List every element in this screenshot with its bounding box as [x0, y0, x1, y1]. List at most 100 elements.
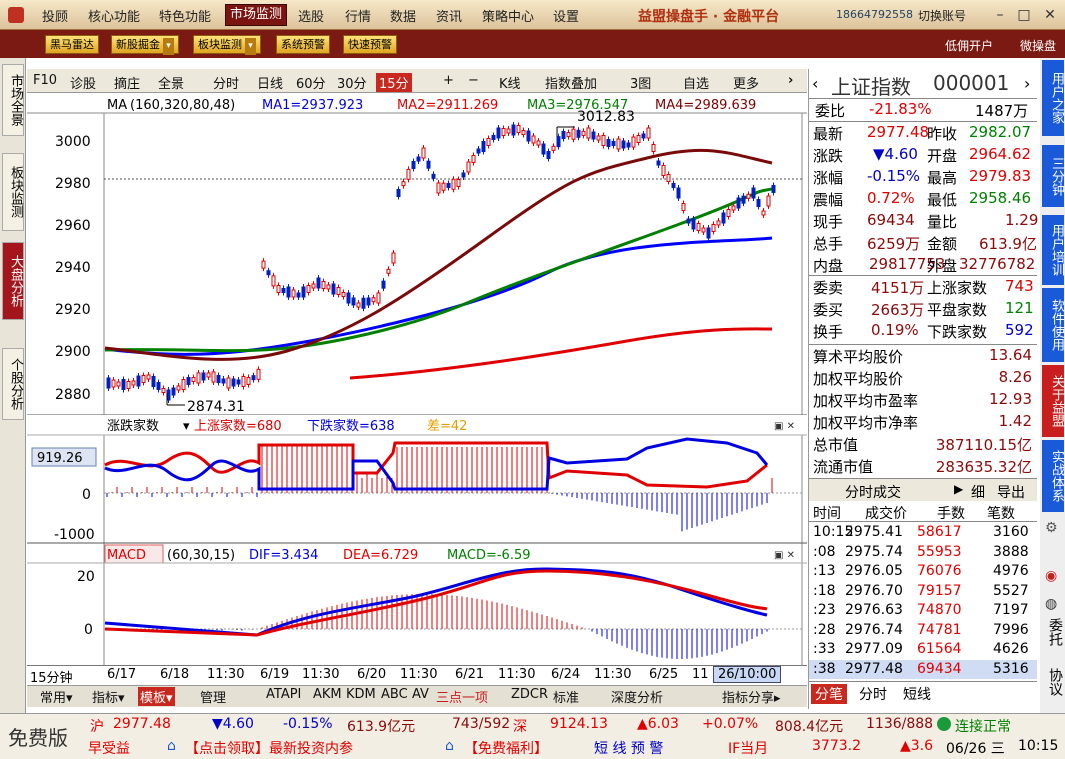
panel-controls-icon[interactable]: ▣ ✕: [774, 550, 795, 561]
tab-common[interactable]: 常用▾: [40, 691, 73, 706]
ticker-text-1[interactable]: 早受益: [88, 741, 130, 757]
minimize-icon[interactable]: –: [996, 7, 1004, 23]
menu-data[interactable]: 数据: [390, 10, 417, 25]
tab-abc[interactable]: ABC: [381, 687, 408, 702]
maximize-icon[interactable]: □: [1017, 7, 1031, 23]
candle-body: [751, 187, 756, 199]
quote-value: 592: [1005, 321, 1034, 339]
order-tab[interactable]: 委托: [1047, 618, 1063, 646]
menu-settings[interactable]: 设置: [553, 10, 580, 25]
protocol-tab[interactable]: 协议: [1047, 668, 1063, 696]
15min-button[interactable]: 15分: [376, 73, 412, 92]
kline-ytick: 2940: [55, 260, 91, 276]
f10-button[interactable]: F10: [33, 73, 58, 88]
tab-template[interactable]: 模板▾: [138, 687, 175, 706]
tab-ticks[interactable]: 分笔: [811, 684, 847, 704]
three-chart-button[interactable]: 3图: [630, 77, 652, 92]
sh-index[interactable]: 2977.48: [113, 716, 171, 732]
next-stock-icon[interactable]: ›: [1024, 74, 1031, 93]
quote-value: 2663万: [871, 301, 925, 319]
tab-indicators[interactable]: 指标▾: [92, 691, 125, 706]
ticker-text-3[interactable]: 【免费福利】: [464, 741, 548, 757]
black-horse-radar-button[interactable]: 黑马雷达: [45, 35, 99, 54]
low-commission-link[interactable]: 低佣开户: [945, 39, 994, 53]
tab-indicator-share[interactable]: 指标分享▸: [722, 691, 781, 706]
panel-controls-icon[interactable]: ▣ ✕: [774, 421, 795, 432]
watchlist-button[interactable]: 自选: [683, 77, 710, 92]
60min-button[interactable]: 60分: [296, 77, 326, 92]
practice-system-tab[interactable]: 实战体系: [1042, 440, 1064, 512]
kline-chart[interactable]: MA (160,320,80,48) MA1=2937.923 MA2=2911…: [27, 93, 807, 665]
tab-standard[interactable]: 标准: [553, 691, 580, 706]
kline-button[interactable]: K线: [499, 77, 521, 92]
tab-zdcr[interactable]: ZDCR: [511, 687, 549, 702]
menu-feature[interactable]: 特色功能: [159, 10, 212, 25]
30min-button[interactable]: 30分: [337, 77, 367, 92]
home-icon[interactable]: ⌂: [167, 738, 176, 754]
menu-news[interactable]: 资讯: [436, 10, 463, 25]
selected-tick-row[interactable]: [809, 659, 1037, 679]
menu-quotes[interactable]: 行情: [345, 10, 372, 25]
ticks-detail-button[interactable]: 细: [971, 485, 985, 501]
candle-body: [181, 379, 186, 390]
user-home-tab[interactable]: 用户之家: [1042, 60, 1064, 136]
tab-manage[interactable]: 管理: [200, 691, 227, 706]
left-tab-strip: 市场全景 板块监测 大盘分析 个股分析: [0, 58, 26, 715]
sz-index[interactable]: 9124.13: [550, 716, 608, 732]
menu-core[interactable]: 核心功能: [88, 10, 141, 25]
candle-body: [596, 135, 601, 141]
tab-stock-analysis[interactable]: 个股分析: [2, 348, 24, 420]
quick-alert-button[interactable]: 快速预警: [343, 35, 397, 54]
lock-icon[interactable]: ◍: [1045, 596, 1058, 612]
micro-trading-link[interactable]: 微操盘: [1020, 39, 1057, 53]
tab-av[interactable]: AV: [412, 687, 429, 702]
panorama-button[interactable]: 全景: [158, 77, 185, 92]
three-minute-tab[interactable]: 三分钟: [1042, 145, 1064, 207]
switch-account-link[interactable]: 切换账号: [918, 9, 967, 23]
menu-tougu[interactable]: 投顾: [42, 10, 69, 25]
about-tab[interactable]: 关于益盟: [1042, 365, 1064, 437]
ticker-text-4[interactable]: 短 线 预 警: [594, 741, 664, 757]
alert-icon[interactable]: ◉: [1045, 568, 1058, 584]
ticks-arrow-icon[interactable]: ▶: [954, 482, 964, 496]
home-icon[interactable]: ⌂: [445, 738, 454, 754]
intraday-button[interactable]: 分时: [213, 77, 240, 92]
system-alert-button[interactable]: 系统预警: [276, 35, 330, 54]
menu-market-monitor[interactable]: 市场监测: [225, 4, 288, 26]
period-label[interactable]: 15分钟: [30, 671, 73, 686]
ticker-text-2[interactable]: 【点击领取】最新投资内参: [185, 741, 353, 757]
zoom-out-button[interactable]: −: [468, 73, 479, 88]
software-usage-tab[interactable]: 软件使用: [1042, 288, 1064, 362]
breadth-name[interactable]: 涨跌家数: [107, 418, 159, 434]
candle-body: [211, 371, 216, 383]
ma-legend-name[interactable]: MA: [107, 98, 127, 113]
user-phone: 18664792558: [836, 8, 913, 21]
zhaizhuang-button[interactable]: 摘庄: [114, 77, 141, 92]
tab-sandian[interactable]: 三点一项: [436, 691, 489, 706]
tab-atapi[interactable]: ATAPI: [266, 687, 302, 702]
ipo-mining-button[interactable]: 新股掘金 ▾: [111, 35, 179, 55]
tab-market-overview[interactable]: 市场全景: [2, 64, 24, 136]
index-overlay-button[interactable]: 指数叠加: [545, 77, 598, 92]
tab-shortline[interactable]: 短线: [903, 687, 931, 703]
sector-monitor-button[interactable]: 板块监测 ▾: [193, 35, 261, 55]
user-training-tab[interactable]: 用户培训: [1042, 215, 1064, 285]
more-button[interactable]: 更多: [733, 77, 760, 92]
tab-kdm[interactable]: KDM: [346, 687, 376, 702]
tab-index-analysis[interactable]: 大盘分析: [2, 242, 24, 320]
collapse-panel-icon[interactable]: ›: [788, 73, 794, 88]
menu-stock-pick[interactable]: 选股: [298, 10, 325, 25]
zoom-in-button[interactable]: +: [443, 73, 454, 88]
close-icon[interactable]: ✕: [1044, 7, 1056, 23]
gear-icon[interactable]: ⚙: [1045, 520, 1058, 536]
daily-button[interactable]: 日线: [257, 77, 284, 92]
menu-strategy[interactable]: 策略中心: [482, 10, 535, 25]
tab-akm[interactable]: AKM: [313, 687, 342, 702]
tab-sector-monitor[interactable]: 板块监测: [2, 153, 24, 231]
tab-timeshare[interactable]: 分时: [859, 687, 887, 703]
tab-deep-analysis[interactable]: 深度分析: [611, 691, 664, 706]
diagnose-button[interactable]: 诊股: [70, 77, 97, 92]
ticks-export-button[interactable]: 导出: [997, 485, 1025, 501]
prev-stock-icon[interactable]: ‹: [812, 74, 819, 93]
quote-value: -0.15%: [867, 167, 921, 185]
